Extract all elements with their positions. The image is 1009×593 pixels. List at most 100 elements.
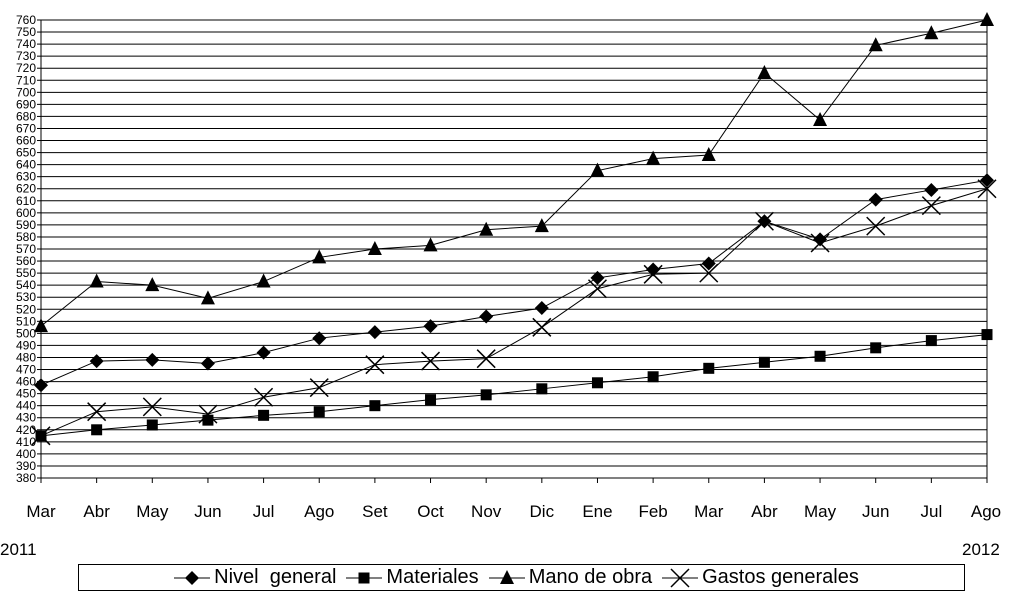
legend-x-marker	[670, 567, 690, 588]
y-tick-label: 380	[16, 471, 36, 485]
x-tick-label: Mar	[694, 502, 724, 521]
y-tick-label: 470	[16, 363, 36, 377]
x-marker	[810, 233, 830, 253]
square-marker	[313, 406, 325, 418]
triangle-marker	[89, 273, 104, 288]
square-marker	[591, 377, 603, 389]
legend-label: Gastos generales	[702, 566, 859, 588]
x-marker	[699, 263, 719, 283]
legend-symbol-icon	[174, 570, 211, 585]
diamond-marker	[701, 256, 716, 271]
legend-diamond-marker	[185, 570, 200, 585]
square-marker	[91, 424, 103, 436]
y-tick-label: 520	[16, 302, 36, 316]
legend-item-3: Mano de obra	[488, 566, 652, 589]
legend-symbol-icon	[662, 567, 699, 588]
square-marker	[870, 342, 882, 354]
y-tick-label: 590	[16, 218, 36, 232]
diamond-marker	[980, 173, 994, 188]
x-marker	[142, 397, 162, 417]
x-tick-label: Ago	[971, 502, 1001, 521]
y-tick-label: 420	[16, 423, 36, 437]
y-tick-label: 560	[16, 254, 36, 268]
x-marker	[866, 216, 886, 236]
triangle-marker	[312, 249, 327, 264]
y-tick-label: 630	[16, 170, 36, 184]
x-tick-label: Ene	[582, 502, 612, 521]
series-group	[31, 12, 997, 446]
x-tick-label: Jul	[920, 502, 942, 521]
y-tick-label: 610	[16, 194, 36, 208]
triangle-marker	[200, 290, 215, 305]
y-tick-label: 410	[16, 435, 36, 449]
diamond-marker	[145, 352, 160, 367]
x-tick-label: Ago	[304, 502, 334, 521]
y-tick-label: 460	[16, 375, 36, 389]
y-tick-label: 710	[16, 73, 36, 87]
x-marker	[254, 387, 274, 407]
series-line-3	[40, 19, 988, 327]
x-tick-label: Mar	[26, 502, 56, 521]
year-start-label: 2011	[0, 540, 37, 559]
diamond-marker	[868, 192, 883, 207]
square-marker	[758, 356, 770, 368]
x-tick-label: Abr	[83, 502, 110, 521]
triangle-marker	[34, 318, 48, 333]
legend-square-marker	[358, 572, 370, 583]
diamond-marker	[367, 325, 382, 340]
triangle-marker	[367, 241, 382, 255]
y-tick-label: 720	[16, 61, 36, 75]
triangle-marker	[145, 277, 160, 292]
x-tick-label: Abr	[751, 502, 778, 521]
square-marker	[369, 400, 381, 412]
x-marker	[87, 402, 107, 422]
x-marker	[754, 211, 774, 231]
grid-lines	[40, 19, 988, 479]
square-marker	[425, 394, 437, 406]
legend-label: Nivel general	[214, 566, 337, 588]
y-tick-label: 620	[16, 182, 36, 196]
x-marker	[309, 378, 329, 398]
y-tick-label: 390	[16, 459, 36, 473]
y-tick-label: 580	[16, 230, 36, 244]
triangle-marker	[757, 65, 772, 80]
legend-triangle-marker	[499, 569, 514, 584]
x-marker	[365, 355, 385, 375]
legend: Nivel general Materiales Mano de obra Gasto…	[78, 564, 965, 591]
x-tick-label: May	[136, 502, 169, 521]
y-tick-label: 680	[16, 109, 36, 123]
x-marker	[476, 349, 496, 369]
y-tick-label: 400	[16, 447, 36, 461]
triangle-marker	[980, 12, 994, 26]
triangle-marker	[256, 273, 271, 288]
x-tick-label: May	[804, 502, 837, 521]
x-marker	[420, 351, 441, 371]
diamond-marker	[813, 232, 828, 247]
triangle-marker	[534, 218, 549, 233]
triangle-marker	[590, 162, 605, 177]
diamond-marker	[590, 270, 605, 285]
y-tick-label: 730	[16, 49, 36, 63]
y-tick-label: 430	[16, 411, 36, 425]
y-tick-label: 600	[16, 206, 36, 220]
x-marker	[977, 179, 997, 199]
x-marker	[587, 279, 608, 299]
legend-label: Materiales	[386, 566, 479, 588]
diamond-marker	[200, 356, 215, 371]
y-tick-label: 550	[16, 266, 36, 280]
y-tick-label: 650	[16, 146, 36, 160]
legend-item-1: Nivel general	[174, 566, 336, 589]
diamond-marker	[646, 262, 661, 277]
y-tick-label: 490	[16, 338, 36, 352]
x-tick-label: Jul	[253, 502, 275, 521]
y-tick-label: 530	[16, 290, 36, 304]
triangle-marker	[423, 237, 438, 252]
x-tick-label: Oct	[417, 502, 444, 521]
y-tick-label: 510	[16, 314, 36, 328]
y-tick-label: 640	[16, 158, 36, 172]
year-end-label: 2012	[962, 540, 1000, 559]
x-tick-label: Jun	[194, 502, 221, 521]
legend-item-2: Materiales	[346, 566, 479, 589]
diamond-marker	[924, 182, 939, 197]
